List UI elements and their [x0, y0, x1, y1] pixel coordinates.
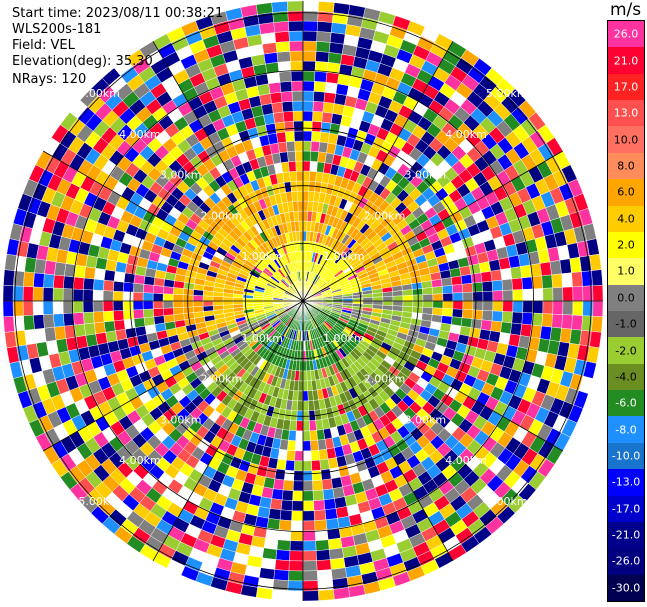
colorbar-tick-label: 13.0 — [613, 106, 639, 120]
colorbar-segment — [608, 73, 644, 101]
velocity-gates — [2, 0, 604, 602]
colorbar-tick-label: 2.0 — [617, 238, 635, 252]
azimuth-spoke — [302, 40, 454, 302]
colorbar-tick-label: -17.0 — [611, 502, 641, 516]
colorbar-tick-label: -21.0 — [611, 528, 641, 542]
azimuth-spoke — [42, 150, 304, 302]
azimuth-spoke — [152, 300, 304, 562]
colorbar-tick-label: 26.0 — [613, 27, 639, 41]
range-label: 3.00km — [404, 169, 446, 182]
ppi-scan-plot: 1.00km 2.00km 3.00km 4.00km 5.00km 1.00km 2.00… — [2, 0, 604, 602]
range-label: 5.00km — [486, 495, 528, 508]
colorbar-tick-label: -30.0 — [611, 581, 641, 595]
colorbar-segment — [608, 548, 644, 576]
azimuth-spoke — [302, 300, 564, 452]
azimuth-spoke — [302, 150, 564, 302]
azimuth-spoke — [152, 40, 304, 302]
colorbar-segment — [608, 390, 644, 417]
colorbar-segment — [608, 416, 644, 444]
colorbar-segment — [608, 311, 644, 338]
colorbar-tick-label: 1.0 — [617, 264, 635, 278]
range-label: 2.00km — [364, 373, 406, 386]
colorbar-tick-label: -4.0 — [615, 370, 637, 384]
colorbar-segment — [608, 495, 644, 523]
range-label: 3.00km — [160, 169, 202, 182]
colorbar-segment — [608, 337, 644, 365]
azimuth-spoke — [42, 300, 304, 452]
range-label: 4.00km — [119, 128, 161, 141]
colorbar-segment — [608, 258, 644, 286]
colorbar-segment — [608, 469, 644, 497]
colorbar-tick-label: -6.0 — [615, 396, 637, 410]
colorbar-tick-label: 6.0 — [617, 185, 635, 199]
range-label: 2.00km — [201, 209, 243, 222]
range-label: 5.00km — [486, 87, 528, 100]
colorbar-segment — [608, 363, 644, 391]
colorbar-tick-label: 4.0 — [617, 212, 635, 226]
colorbar-tick-label: 8.0 — [617, 159, 635, 173]
colorbar-segment — [608, 574, 644, 602]
azimuth-spoke — [302, 300, 454, 562]
colorbar-tick-label: -1.0 — [615, 317, 637, 331]
range-label: 2.00km — [201, 373, 243, 386]
instrument-label: WLS200s-181 — [12, 22, 102, 37]
colorbar-segment — [608, 100, 644, 127]
nrays-label: NRays: 120 — [12, 72, 87, 87]
colorbar-segment — [608, 205, 644, 233]
range-label: 1.00km — [241, 332, 283, 345]
colorbar-segment — [608, 152, 644, 180]
start-time-label: Start time: 2023/08/11 00:38:21 — [12, 6, 224, 21]
colorbar-tick-label: 0.0 — [617, 291, 635, 305]
colorbar-segment — [608, 21, 644, 48]
range-label: 3.00km — [404, 413, 446, 426]
range-label: 4.00km — [445, 128, 487, 141]
range-label: 4.00km — [119, 454, 161, 467]
colorbar-tick-label: -10.0 — [611, 449, 641, 463]
range-label: 1.00km — [241, 250, 283, 263]
elevation-label: Elevation(deg): 35.30 — [12, 54, 153, 69]
colorbar-tick-label: -2.0 — [615, 344, 637, 358]
range-label: 1.00km — [323, 332, 365, 345]
colorbar-segment — [608, 47, 644, 75]
colorbar-segment — [608, 126, 644, 154]
colorbar-tick-label: -26.0 — [611, 554, 641, 568]
range-label: 5.00km — [78, 87, 120, 100]
colorbar: 26.0 21.0 17.0 13.0 10.0 8.0 6.0 4.0 2.0 1.0 0.0 -1… — [607, 20, 645, 602]
colorbar-segment — [608, 521, 644, 549]
colorbar-segment — [608, 442, 644, 470]
range-label: 1.00km — [323, 250, 365, 263]
field-label: Field: VEL — [12, 38, 75, 53]
range-label: 2.00km — [364, 209, 406, 222]
colorbar-tick-label: 10.0 — [613, 133, 639, 147]
range-label: 4.00km — [445, 454, 487, 467]
colorbar-tick-label: -13.0 — [611, 475, 641, 489]
colorbar-segment — [608, 231, 644, 259]
range-label: 5.00km — [78, 495, 120, 508]
colorbar-unit: m/s — [610, 0, 642, 20]
colorbar-segment — [608, 284, 644, 312]
colorbar-segment — [608, 179, 644, 207]
colorbar-tick-label: -8.0 — [615, 423, 637, 437]
range-label: 3.00km — [160, 413, 202, 426]
colorbar-tick-label: 17.0 — [613, 80, 639, 94]
colorbar-tick-label: 21.0 — [613, 54, 639, 68]
